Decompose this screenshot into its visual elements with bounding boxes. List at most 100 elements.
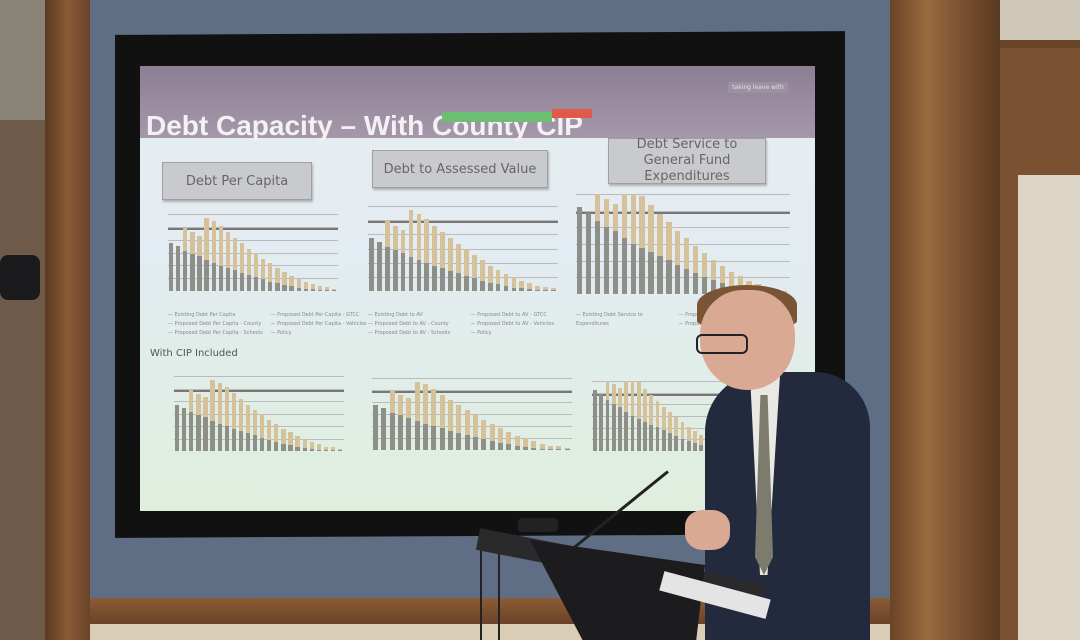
bar-chart [372, 378, 572, 450]
bar-existing [599, 394, 603, 451]
bar-existing [523, 447, 528, 450]
bar-proposed [252, 409, 258, 451]
bar-proposed [267, 419, 272, 451]
bar-proposed [686, 427, 691, 451]
gridline [592, 392, 742, 394]
bar-proposed [564, 447, 570, 450]
bar-existing [686, 441, 691, 451]
bar-proposed [719, 265, 725, 294]
policy-line [576, 212, 790, 214]
gridline [174, 413, 344, 415]
bar-existing [519, 288, 525, 291]
bar-proposed [275, 267, 280, 291]
legend-entry: — Proposed Debt to AV - Schools [368, 330, 451, 336]
presenter-tie [755, 395, 773, 575]
bar-existing [657, 256, 663, 294]
bar-existing [648, 252, 654, 294]
bar-existing [668, 433, 672, 451]
bar-existing [674, 436, 678, 451]
bar-existing [303, 288, 308, 291]
bar-existing [252, 435, 258, 451]
bar-existing [323, 450, 328, 451]
legend-entry: — Proposed Debt to AV - County [368, 321, 449, 327]
bar-existing [254, 277, 259, 291]
gridline [576, 210, 790, 212]
gridline [168, 239, 338, 241]
bar-existing [310, 289, 315, 291]
bar-proposed [310, 284, 315, 291]
bar-existing [369, 238, 374, 291]
bar-proposed [481, 419, 487, 450]
bar-existing [317, 290, 322, 291]
bar-existing [666, 260, 672, 294]
bar-proposed [548, 445, 553, 450]
bar-existing [282, 284, 287, 291]
bar-proposed [456, 244, 461, 291]
annotation-tag [552, 109, 592, 118]
bar-existing [473, 437, 478, 450]
bar-chart [174, 376, 344, 451]
bar-existing [406, 417, 412, 450]
bar-existing [661, 430, 666, 451]
door-panel-top [1000, 0, 1080, 48]
bar-existing [210, 421, 215, 451]
corner-tag: taking leave with [728, 82, 788, 93]
policy-line [592, 393, 742, 396]
wood-column-left [45, 0, 90, 640]
bar-existing [190, 254, 195, 291]
gridline [368, 234, 558, 236]
gridline [174, 426, 344, 427]
bar-existing [612, 231, 618, 294]
gridline [372, 414, 572, 415]
bar-existing [675, 264, 681, 294]
bar-proposed [254, 253, 259, 291]
annotation-highlight [442, 112, 552, 122]
bar-existing [197, 256, 202, 291]
heading-debt-service: Debt Service to General Fund Expenditure… [608, 137, 766, 184]
bar-existing [432, 265, 438, 291]
bar-existing [381, 408, 387, 450]
bar-proposed [211, 220, 216, 291]
bar-existing [423, 424, 428, 450]
bar-existing [176, 246, 181, 291]
bar-proposed [487, 265, 493, 291]
mic-cable [480, 535, 500, 640]
bar-existing [680, 439, 685, 451]
door-panel [1018, 175, 1080, 640]
bar-proposed [225, 231, 230, 291]
bar-existing [548, 449, 553, 450]
bar-existing [245, 433, 251, 451]
bar-proposed [498, 428, 503, 450]
bar-existing [481, 439, 487, 450]
bar-proposed [261, 258, 266, 291]
gridline [576, 244, 790, 245]
bar-existing [309, 448, 314, 451]
bar-proposed [414, 381, 420, 450]
bar-proposed [309, 442, 314, 451]
legend-entry: — Proposed Debt Per Capita - Vehicles [270, 321, 367, 327]
bar-proposed [514, 435, 520, 450]
bar-proposed [639, 195, 645, 294]
bar-proposed [274, 424, 279, 451]
bar-existing [392, 250, 398, 291]
gridline [592, 439, 742, 441]
bar-existing [556, 449, 562, 450]
legend-entry: — Proposed Debt to AV - GTCC [470, 312, 547, 318]
bar-proposed [217, 382, 222, 451]
bar-proposed [239, 243, 245, 291]
gridline [168, 252, 338, 254]
bar-existing [373, 405, 378, 450]
bar-proposed [643, 388, 647, 451]
bar-existing [238, 430, 243, 451]
bar-proposed [238, 399, 243, 451]
legend-entry: — Proposed Debt Per Capita - Schools [168, 330, 263, 336]
bar-proposed [506, 432, 512, 450]
bar-existing [169, 243, 174, 291]
bar-existing [225, 267, 230, 291]
bar-proposed [224, 387, 229, 451]
policy-line [168, 227, 338, 230]
policy-line [372, 390, 572, 393]
bar-existing [183, 250, 188, 291]
gridline [576, 227, 790, 229]
gridline [592, 381, 742, 382]
